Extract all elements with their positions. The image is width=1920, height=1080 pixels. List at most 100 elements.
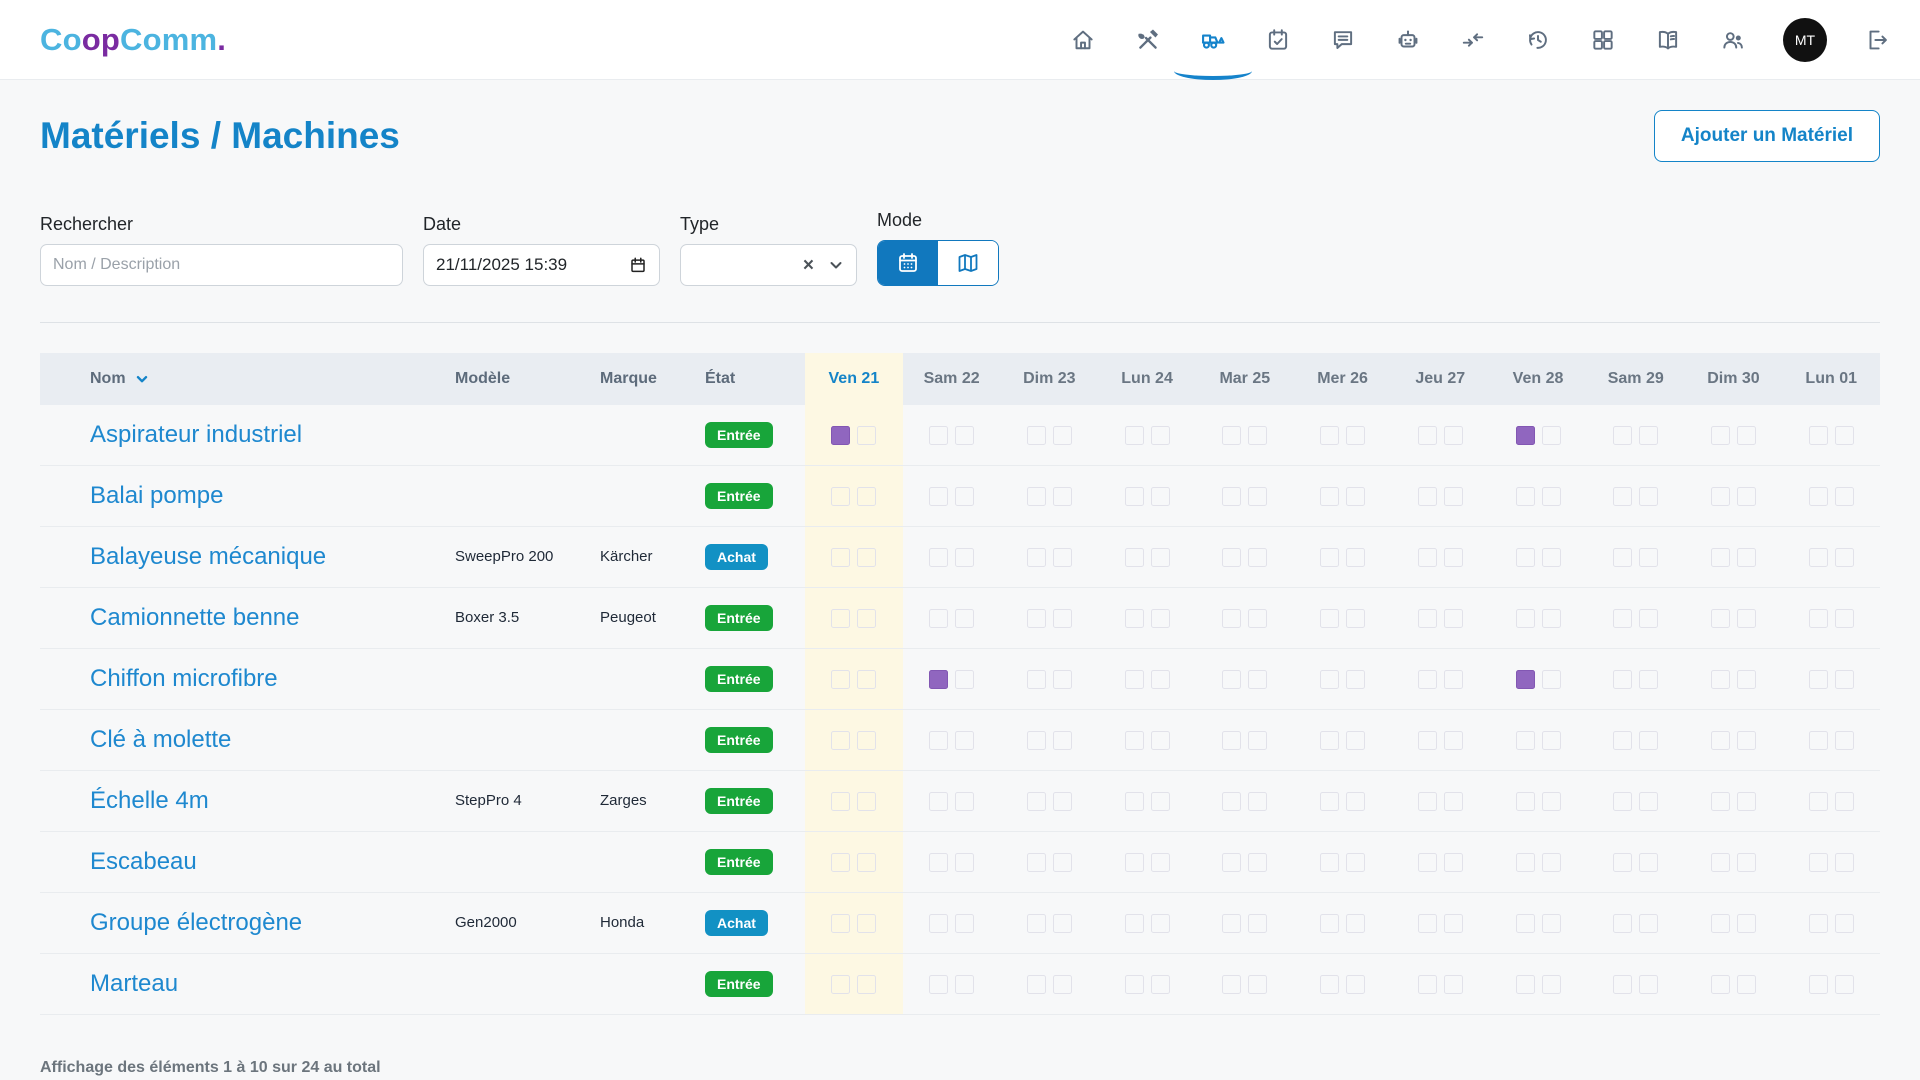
slot-checkbox[interactable] <box>1541 547 1561 567</box>
slot-checkbox[interactable] <box>1736 974 1756 994</box>
slot-checkbox[interactable] <box>1248 425 1268 445</box>
slot-checkbox[interactable] <box>1320 852 1340 872</box>
slot-checkbox[interactable] <box>1639 608 1659 628</box>
slot-checkbox[interactable] <box>1222 547 1242 567</box>
item-name-link[interactable]: Camionnette benne <box>90 604 300 631</box>
slot-checkbox[interactable] <box>1248 669 1268 689</box>
nav-apps[interactable] <box>1588 0 1618 80</box>
nav-equipment[interactable] <box>1174 0 1252 80</box>
slot-checkbox[interactable] <box>1346 730 1366 750</box>
slot-checkbox[interactable] <box>1443 425 1463 445</box>
slot-checkbox[interactable] <box>1052 974 1072 994</box>
slot-checkbox[interactable] <box>955 608 975 628</box>
slot-checkbox[interactable] <box>1222 608 1242 628</box>
slot-checkbox[interactable] <box>1834 547 1854 567</box>
slot-checkbox[interactable] <box>1320 791 1340 811</box>
slot-checkbox[interactable] <box>1736 486 1756 506</box>
slot-checkbox[interactable] <box>857 486 877 506</box>
slot-checkbox[interactable] <box>1834 608 1854 628</box>
slot-checkbox[interactable] <box>1417 730 1437 750</box>
slot-checkbox[interactable] <box>857 669 877 689</box>
slot-checkbox[interactable] <box>1320 730 1340 750</box>
slot-checkbox[interactable] <box>1541 669 1561 689</box>
slot-checkbox[interactable] <box>1150 974 1170 994</box>
nav-exchanges[interactable] <box>1458 0 1488 80</box>
slot-checkbox[interactable] <box>1443 730 1463 750</box>
slot-checkbox[interactable] <box>1736 730 1756 750</box>
slot-checkbox[interactable] <box>1834 425 1854 445</box>
slot-checkbox[interactable] <box>929 730 949 750</box>
type-clear-icon[interactable]: × <box>802 254 814 276</box>
slot-checkbox[interactable] <box>1124 608 1144 628</box>
slot-checkbox[interactable] <box>1026 730 1046 750</box>
nav-home[interactable] <box>1068 0 1098 80</box>
slot-checkbox[interactable] <box>1222 669 1242 689</box>
slot-checkbox[interactable] <box>1248 608 1268 628</box>
slot-checkbox[interactable] <box>1026 486 1046 506</box>
slot-checkbox[interactable] <box>1443 791 1463 811</box>
slot-checkbox[interactable] <box>1515 852 1535 872</box>
slot-checkbox[interactable] <box>831 486 851 506</box>
slot-checkbox[interactable] <box>1320 486 1340 506</box>
slot-checkbox[interactable] <box>1026 425 1046 445</box>
slot-checkbox[interactable] <box>1320 669 1340 689</box>
slot-checkbox[interactable] <box>955 486 975 506</box>
slot-checkbox[interactable] <box>1541 913 1561 933</box>
slot-checkbox-booked[interactable] <box>831 425 851 445</box>
brand-logo[interactable]: CoopComm. <box>40 22 226 58</box>
slot-checkbox[interactable] <box>1150 608 1170 628</box>
slot-checkbox[interactable] <box>857 608 877 628</box>
slot-checkbox[interactable] <box>1222 913 1242 933</box>
slot-checkbox[interactable] <box>929 547 949 567</box>
slot-checkbox[interactable] <box>1443 913 1463 933</box>
slot-checkbox[interactable] <box>831 974 851 994</box>
slot-checkbox[interactable] <box>1026 913 1046 933</box>
slot-checkbox[interactable] <box>1639 547 1659 567</box>
slot-checkbox[interactable] <box>1124 486 1144 506</box>
chevron-down-icon[interactable] <box>828 257 844 273</box>
slot-checkbox[interactable] <box>1248 486 1268 506</box>
item-name-link[interactable]: Clé à molette <box>90 726 232 753</box>
slot-checkbox[interactable] <box>1026 669 1046 689</box>
slot-checkbox[interactable] <box>1613 852 1633 872</box>
slot-checkbox[interactable] <box>831 913 851 933</box>
user-avatar[interactable]: MT <box>1783 17 1827 62</box>
slot-checkbox[interactable] <box>1541 486 1561 506</box>
nav-tools[interactable] <box>1133 0 1163 80</box>
slot-checkbox[interactable] <box>831 669 851 689</box>
slot-checkbox[interactable] <box>1026 974 1046 994</box>
slot-checkbox[interactable] <box>1150 669 1170 689</box>
slot-checkbox[interactable] <box>1417 913 1437 933</box>
slot-checkbox[interactable] <box>1124 547 1144 567</box>
slot-checkbox[interactable] <box>1052 425 1072 445</box>
slot-checkbox[interactable] <box>1150 852 1170 872</box>
slot-checkbox[interactable] <box>955 547 975 567</box>
slot-checkbox[interactable] <box>929 791 949 811</box>
slot-checkbox[interactable] <box>1443 608 1463 628</box>
nav-members[interactable] <box>1718 0 1748 80</box>
slot-checkbox[interactable] <box>1346 669 1366 689</box>
item-name-link[interactable]: Balai pompe <box>90 482 224 509</box>
slot-checkbox[interactable] <box>1515 791 1535 811</box>
nav-planning[interactable] <box>1263 0 1293 80</box>
slot-checkbox[interactable] <box>857 791 877 811</box>
slot-checkbox[interactable] <box>1346 547 1366 567</box>
slot-checkbox[interactable] <box>1639 730 1659 750</box>
slot-checkbox[interactable] <box>1150 730 1170 750</box>
slot-checkbox[interactable] <box>1808 791 1828 811</box>
slot-checkbox[interactable] <box>955 669 975 689</box>
slot-checkbox[interactable] <box>1248 791 1268 811</box>
slot-checkbox[interactable] <box>1710 547 1730 567</box>
slot-checkbox[interactable] <box>1346 791 1366 811</box>
slot-checkbox[interactable] <box>1808 852 1828 872</box>
slot-checkbox-booked[interactable] <box>929 669 949 689</box>
slot-checkbox[interactable] <box>1710 425 1730 445</box>
slot-checkbox[interactable] <box>1124 425 1144 445</box>
slot-checkbox[interactable] <box>1736 852 1756 872</box>
slot-checkbox[interactable] <box>1613 608 1633 628</box>
slot-checkbox[interactable] <box>1124 791 1144 811</box>
slot-checkbox[interactable] <box>1222 486 1242 506</box>
slot-checkbox[interactable] <box>1417 425 1437 445</box>
slot-checkbox[interactable] <box>1443 852 1463 872</box>
slot-checkbox[interactable] <box>1026 852 1046 872</box>
